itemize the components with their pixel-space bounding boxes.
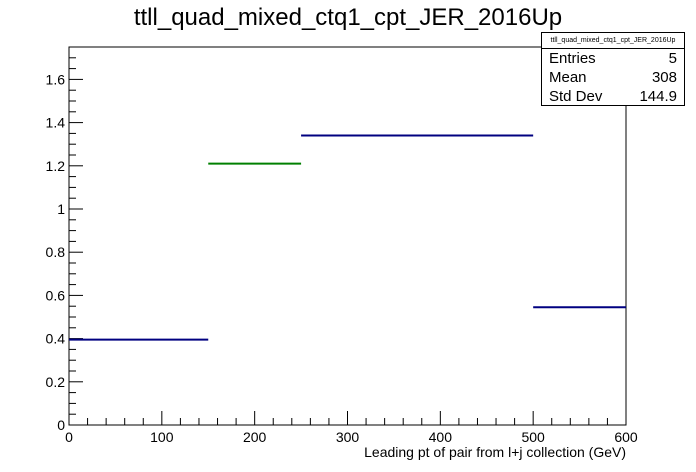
y-tick-label: 1.4 [46, 115, 66, 131]
stats-value: 308 [651, 69, 677, 86]
y-tick-label: 0 [57, 417, 65, 433]
y-tick-label: 1.6 [46, 71, 66, 87]
y-tick-label: 1.2 [46, 158, 66, 174]
y-tick-label: 0.2 [46, 374, 66, 390]
stats-row-mean: Mean 308 [542, 68, 684, 87]
stats-row-stddev: Std Dev 144.9 [542, 87, 684, 106]
x-tick-label: 200 [243, 429, 267, 445]
chart-title: ttll_quad_mixed_ctq1_cpt_JER_2016Up [133, 4, 563, 31]
x-tick-label: 400 [429, 429, 453, 445]
stats-label: Std Dev [549, 88, 603, 105]
stats-value: 5 [668, 50, 677, 67]
y-tick-label: 0.4 [46, 331, 66, 347]
stats-label: Mean [549, 69, 587, 86]
x-tick-label: 600 [614, 429, 638, 445]
y-tick-label: 0.8 [46, 244, 66, 260]
y-tick-label: 0.6 [46, 287, 66, 303]
stats-row-entries: Entries 5 [542, 49, 684, 68]
stats-box-name: ttll_quad_mixed_ctq1_cpt_JER_2016Up [542, 33, 684, 49]
stats-label: Entries [549, 50, 596, 67]
x-tick-label: 300 [336, 429, 360, 445]
x-tick-label: 0 [65, 429, 73, 445]
y-tick-label: 1 [57, 201, 65, 217]
x-axis-label: Leading pt of pair from l+j collection (… [364, 444, 626, 460]
stats-value: 144.9 [639, 88, 677, 105]
stats-box: ttll_quad_mixed_ctq1_cpt_JER_2016Up Entr… [541, 32, 685, 106]
x-tick-label: 100 [150, 429, 174, 445]
x-tick-label: 500 [521, 429, 545, 445]
